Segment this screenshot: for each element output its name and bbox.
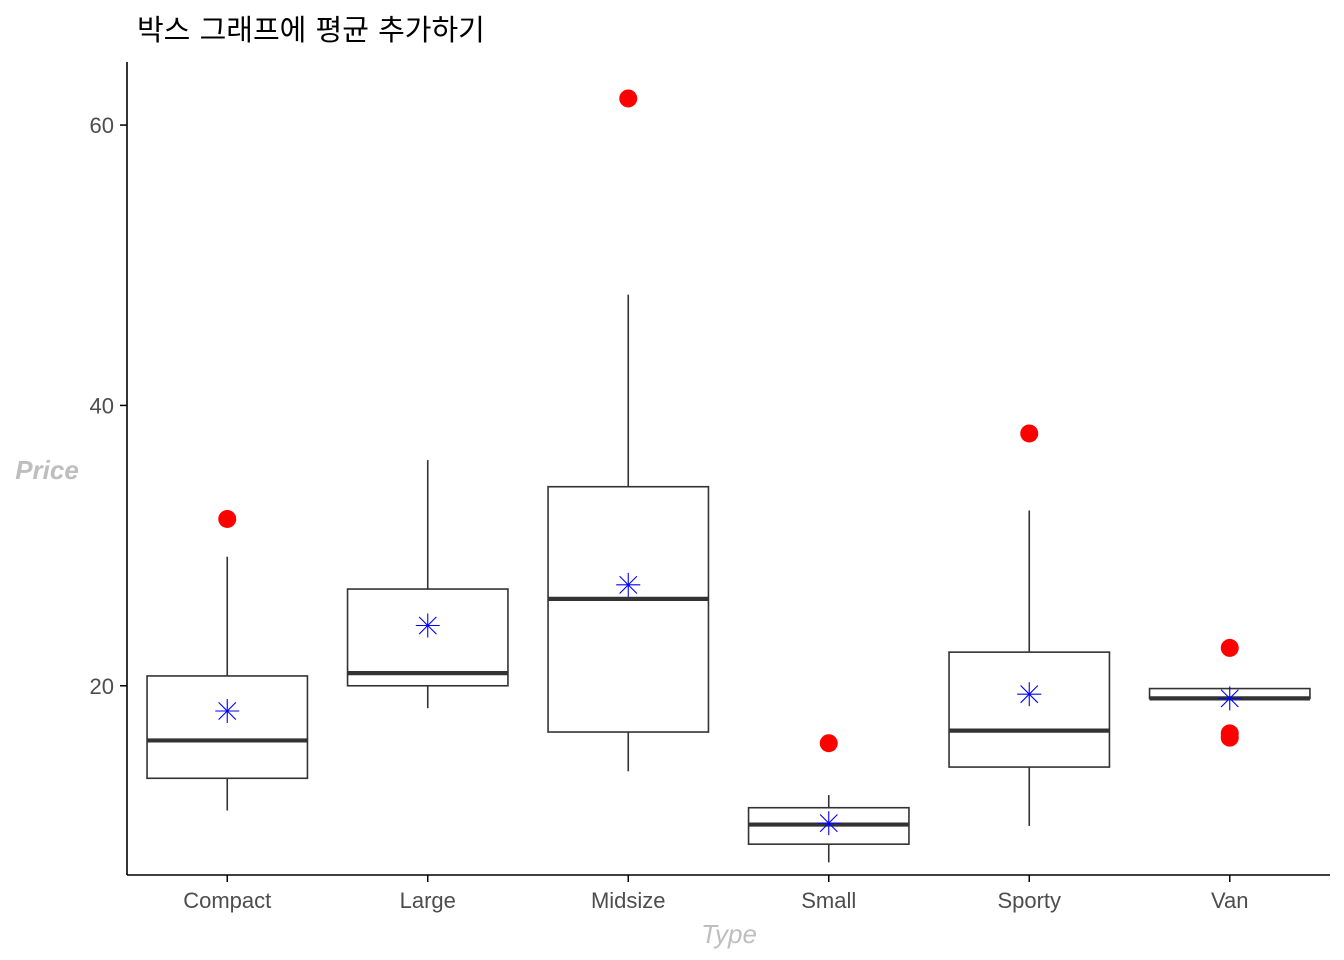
y-tick-label: 40 — [90, 393, 114, 418]
x-axis-ticks: Compact Large Midsize Small Sporty Van — [183, 875, 1249, 913]
y-axis-title: Price — [15, 455, 79, 485]
box-iqr — [346, 588, 509, 687]
x-tick-label: Small — [801, 888, 856, 913]
box-compact — [146, 509, 309, 811]
mean-marker-stroke — [218, 701, 237, 721]
y-tick-label: 20 — [90, 674, 114, 699]
box-midsize — [547, 89, 710, 772]
box-small — [747, 734, 910, 863]
mean-marker-stroke — [418, 616, 437, 635]
outlier-point — [819, 734, 838, 753]
plot-area — [146, 89, 1311, 863]
x-tick-label: Midsize — [591, 888, 666, 913]
outlier-point — [619, 89, 638, 108]
mean-marker — [816, 811, 841, 836]
box-large — [346, 460, 509, 709]
box-iqr — [948, 651, 1111, 768]
x-axis-title: Type — [701, 919, 757, 949]
chart-title: 박스 그래프에 평균 추가하기 — [137, 13, 485, 47]
mean-marker-stroke — [819, 814, 838, 833]
x-tick-label: Large — [400, 888, 456, 913]
mean-marker — [616, 572, 641, 597]
mean-marker-stroke — [1220, 689, 1239, 708]
mean-marker — [215, 698, 240, 723]
mean-marker — [415, 613, 440, 638]
mean-marker — [1017, 682, 1042, 707]
box-iqr — [146, 675, 309, 780]
mean-marker-stroke — [1020, 685, 1039, 704]
box-van — [1148, 638, 1311, 747]
x-tick-label: Compact — [183, 888, 271, 913]
x-tick-label: Sporty — [997, 888, 1061, 913]
y-tick-label: 60 — [90, 113, 114, 138]
y-axis-ticks: 20 40 60 — [90, 113, 127, 699]
outlier-point — [1220, 728, 1239, 747]
box-sporty — [948, 424, 1111, 826]
mean-marker-stroke — [619, 575, 638, 594]
mean-marker — [1217, 686, 1242, 711]
outlier-point — [218, 509, 237, 528]
box-iqr — [547, 485, 710, 733]
outlier-point — [1220, 638, 1239, 657]
outlier-point — [1020, 424, 1039, 443]
x-tick-label: Van — [1211, 888, 1249, 913]
